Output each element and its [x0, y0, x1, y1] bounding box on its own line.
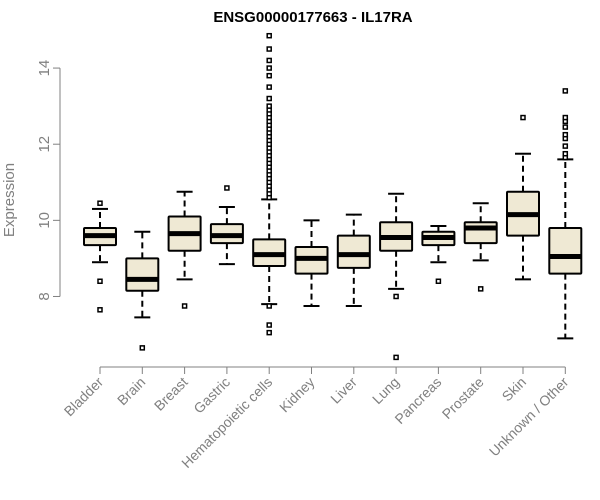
outlier-point — [266, 103, 272, 109]
box-brain — [125, 230, 160, 351]
y-tick-label: 12 — [36, 136, 53, 153]
outlier-point — [97, 200, 103, 206]
y-tick-label: 14 — [36, 60, 53, 77]
outlier-point — [266, 329, 272, 336]
outlier-point — [562, 124, 569, 130]
outlier-point — [393, 354, 399, 361]
outlier-point — [266, 32, 272, 39]
box-lung — [379, 192, 414, 361]
outlier-point — [477, 286, 484, 292]
x-tick-label: Unknown / Other — [486, 374, 572, 460]
outlier-point — [562, 143, 569, 149]
outlier-point — [97, 307, 103, 313]
outlier-point — [266, 84, 272, 90]
outlier-point — [181, 303, 188, 309]
outlier-point — [562, 131, 569, 138]
box-prostate — [463, 202, 498, 292]
outlier-point — [266, 65, 272, 71]
x-tick-label: Kidney — [276, 374, 318, 416]
x-tick-label: Lung — [369, 374, 402, 407]
box-bladder — [83, 200, 117, 313]
x-tick-label: Skin — [499, 374, 530, 405]
outlier-point — [97, 278, 103, 284]
y-axis-title: Expression — [1, 163, 18, 237]
y-tick-label: 10 — [36, 212, 53, 229]
outlier-point — [562, 150, 569, 157]
x-tick-label: Bladder — [61, 374, 107, 420]
x-tick-label: Liver — [327, 374, 360, 407]
outlier-point — [393, 293, 399, 300]
box-unknown-other — [548, 88, 583, 340]
box-skin — [506, 114, 540, 281]
outlier-point — [266, 57, 272, 64]
outlier-point — [266, 95, 272, 102]
x-tick-label: Pancreas — [391, 374, 444, 427]
box-hematopoietic-cells — [252, 32, 287, 336]
box-pancreas — [421, 225, 456, 284]
x-tick-label: Brain — [114, 374, 148, 408]
outlier-point — [520, 114, 526, 121]
box-gastric — [209, 185, 244, 266]
outlier-point — [266, 303, 272, 309]
outlier-point — [266, 72, 272, 79]
box-iqr — [548, 226, 583, 275]
box-breast — [167, 190, 202, 309]
outlier-point — [266, 322, 272, 328]
y-tick-label: 8 — [36, 292, 53, 300]
outlier-point — [266, 46, 272, 52]
outlier-point — [139, 345, 146, 351]
box-liver — [336, 213, 371, 307]
y-axis: 8 10 12 14 — [36, 60, 61, 301]
box-iqr — [336, 234, 371, 269]
outlier-point — [224, 185, 230, 191]
outlier-point — [435, 278, 442, 284]
box-iqr — [463, 221, 498, 245]
outlier-point — [562, 114, 569, 121]
boxes — [83, 32, 583, 361]
box-kidney — [294, 219, 329, 307]
x-tick-label: Breast — [151, 374, 191, 414]
chart-title: ENSG00000177663 - IL17RA — [213, 9, 412, 26]
x-tick-label: Prostate — [439, 374, 487, 422]
outlier-point — [562, 88, 569, 94]
box-iqr — [125, 257, 160, 292]
